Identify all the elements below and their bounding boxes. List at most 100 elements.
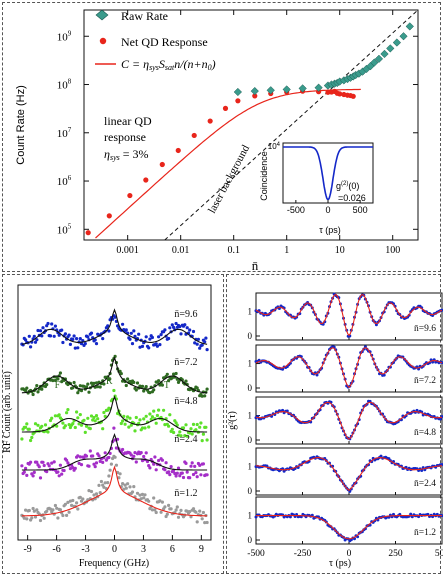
raw-rate-point (405, 22, 414, 31)
g2-x-tick-label: -500 (247, 549, 265, 559)
rf-data-point (22, 516, 26, 520)
annotation-linear-2: response (104, 130, 146, 144)
g2-data-point (288, 515, 292, 519)
rf-data-point (126, 415, 130, 419)
rf-data-point (101, 460, 105, 464)
rf-data-point (148, 337, 152, 341)
rf-data-point (137, 332, 141, 336)
rf-x-tick-label: 3 (141, 544, 146, 555)
g2-series-label: n̄=9.6 (414, 324, 436, 334)
rf-data-point (152, 388, 156, 392)
g2-data-point (363, 345, 367, 349)
rf-data-point (205, 387, 209, 391)
rf-data-point (144, 451, 148, 455)
g2-data-point (409, 512, 413, 516)
rf-data-point (45, 509, 49, 513)
rf-data-point (92, 462, 96, 466)
rf-data-point (170, 376, 174, 380)
rf-data-point (184, 461, 188, 465)
rf-data-point (102, 382, 106, 386)
rf-data-point (72, 334, 76, 338)
rf-data-point (35, 384, 39, 388)
rf-data-point (126, 482, 130, 486)
x-tick-label: 0.001 (116, 245, 139, 256)
rf-data-point (40, 334, 44, 338)
rf-xlabel: Frequency (GHz) (79, 558, 149, 569)
rf-data-point (193, 341, 197, 345)
rf-data-point (179, 434, 183, 438)
rf-data-point (144, 385, 148, 389)
rf-data-point (61, 513, 65, 518)
inset-x-tick-label: 0 (325, 205, 330, 215)
rf-data-point (198, 425, 202, 429)
g2-y-tick-label: 0 (248, 535, 253, 545)
rf-data-point (33, 422, 38, 426)
rf-data-point (76, 346, 80, 350)
rf-data-point (89, 331, 94, 335)
raw-rate-point (370, 58, 379, 67)
rf-data-point (178, 325, 182, 329)
rf-data-point (167, 336, 171, 341)
rf-data-point (40, 387, 44, 391)
raw-rate-point (374, 54, 384, 64)
rf-data-point (58, 463, 63, 467)
rf-data-point (142, 417, 146, 421)
rf-data-point (148, 466, 152, 470)
rf-data-point (68, 499, 72, 503)
rf-data-point (24, 508, 28, 512)
rf-series-label: n̄=1.2 (174, 488, 197, 499)
rf-data-point (150, 335, 154, 340)
rf-data-point (199, 421, 203, 425)
raw-rate-point (380, 49, 389, 59)
rf-data-point (46, 430, 50, 434)
rf-data-point (198, 463, 202, 467)
g2-fit-curve (255, 347, 443, 389)
rf-data-point (181, 426, 186, 430)
y-tick-label: 107 (57, 126, 72, 140)
rf-data-point (84, 385, 89, 389)
rf-data-point (112, 426, 116, 430)
rf-data-point (160, 500, 164, 504)
rf-data-point (188, 431, 192, 435)
rf-data-point (198, 509, 202, 513)
rf-data-point (63, 424, 67, 428)
rf-data-point (67, 423, 71, 427)
peak-label-r: R (106, 376, 113, 387)
rf-data-point (78, 495, 82, 499)
rf-data-point (32, 509, 36, 513)
rf-data-point (53, 324, 58, 328)
rf-x-tick-label: 6 (170, 544, 175, 555)
rf-data-point (204, 425, 208, 429)
rf-data-point (169, 507, 173, 511)
rf-data-point (32, 334, 36, 338)
rf-data-point (35, 338, 39, 342)
rf-data-point (133, 334, 137, 338)
rf-data-point (58, 371, 63, 375)
rf-data-point (135, 381, 140, 385)
rf-data-point (97, 483, 101, 487)
rf-data-point (138, 493, 142, 497)
raw-rate-point (282, 85, 291, 94)
rf-data-point (56, 516, 60, 520)
net-qd-point (222, 105, 229, 111)
rf-fit-curve (21, 432, 208, 471)
rf-data-point (128, 337, 132, 341)
rf-data-point (196, 337, 200, 341)
rf-data-point (65, 458, 69, 462)
rf-data-point (113, 354, 117, 358)
rf-data-point (138, 345, 142, 349)
rf-data-point (27, 508, 31, 513)
rf-data-point (144, 414, 148, 418)
g2-data-point (392, 512, 395, 516)
rf-data-point (47, 464, 51, 468)
rf-data-point (29, 460, 33, 464)
rf-series-label: n̄=9.6 (174, 309, 197, 320)
rf-fit-curve (21, 356, 208, 394)
rf-data-point (153, 455, 157, 459)
rf-data-point (22, 470, 26, 474)
rf-data-point (102, 485, 106, 489)
rf-data-point (63, 332, 67, 336)
rf-data-point (175, 505, 179, 509)
g2-data-point (281, 367, 285, 371)
